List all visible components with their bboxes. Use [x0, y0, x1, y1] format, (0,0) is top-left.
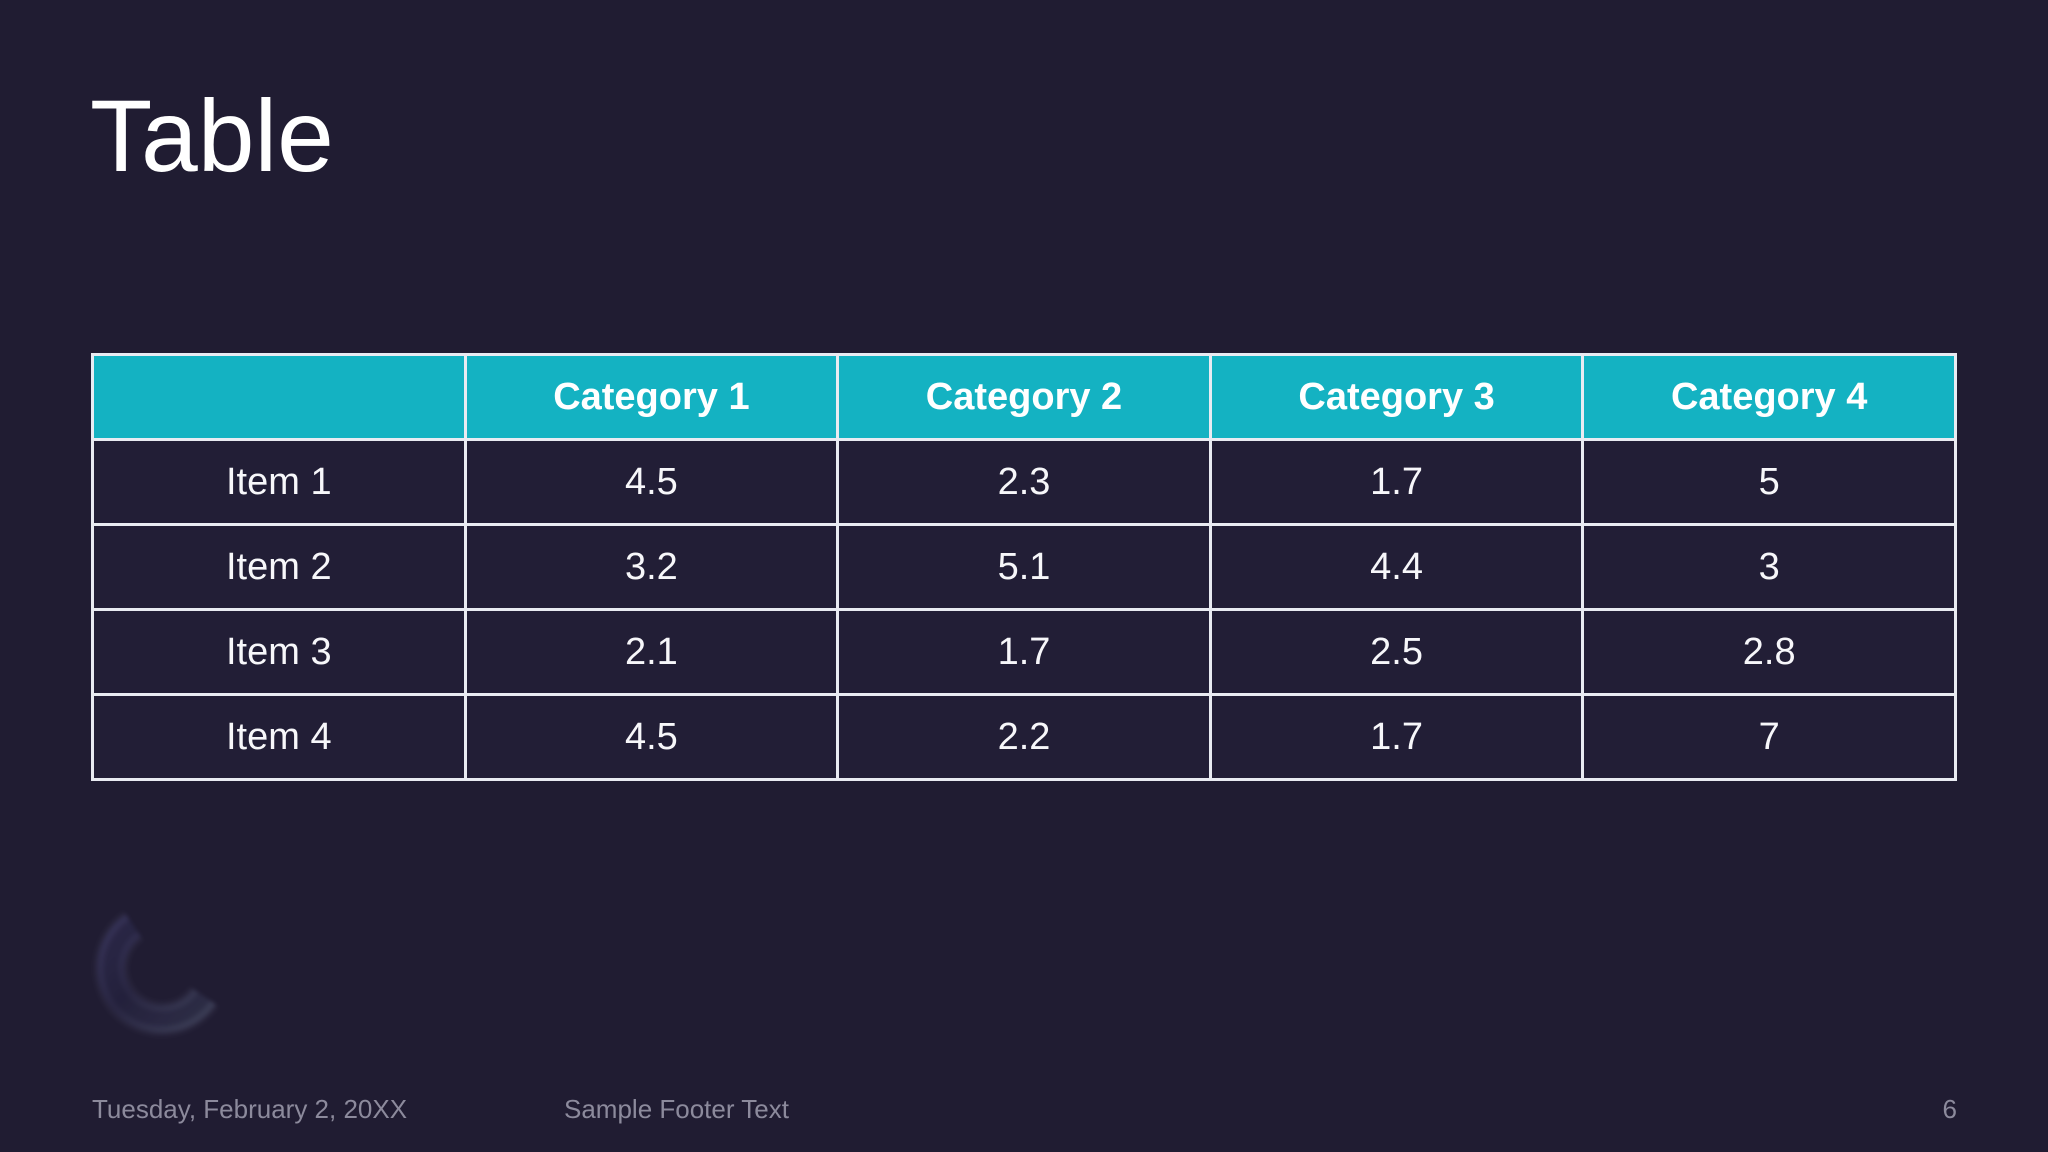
table-cell: 4.5 [463, 438, 840, 526]
page-title: Table [90, 79, 334, 193]
footer-date: Tuesday, February 2, 20XX [92, 1094, 408, 1124]
table-cell: 3.2 [463, 523, 840, 611]
table-row: Item 4 4.5 2.2 1.7 7 [91, 693, 1957, 781]
table-cell: 4.5 [463, 693, 840, 781]
page-number: 6 [1942, 1094, 1957, 1124]
table-cell: 5.1 [836, 523, 1212, 611]
crescent-moon-icon [93, 910, 220, 1037]
column-header-4: Category 4 [1581, 353, 1957, 441]
table-row: Item 3 2.1 1.7 2.5 2.8 [91, 608, 1957, 696]
table-cell: 2.1 [463, 608, 840, 696]
table-cell: 2.2 [836, 693, 1212, 781]
table-cell: 4.4 [1208, 523, 1585, 611]
table-cell: 2.5 [1208, 608, 1585, 696]
table-cell: 5 [1581, 438, 1957, 526]
table-cell: 1.7 [1208, 438, 1585, 526]
table-header-row: Category 1 Category 2 Category 3 Categor… [91, 353, 1957, 441]
footer-text: Sample Footer Text [564, 1094, 789, 1124]
row-label-4: Item 4 [91, 693, 467, 781]
row-label-1: Item 1 [91, 438, 467, 526]
column-header-1: Category 1 [463, 353, 840, 441]
column-header-3: Category 3 [1208, 353, 1585, 441]
table-cell: 1.7 [836, 608, 1212, 696]
table-cell: 3 [1581, 523, 1957, 611]
row-label-3: Item 3 [91, 608, 467, 696]
column-header-2: Category 2 [836, 353, 1212, 441]
table-cell: 7 [1581, 693, 1957, 781]
table-row: Item 2 3.2 5.1 4.4 3 [91, 523, 1957, 611]
table-cell: 2.8 [1581, 608, 1957, 696]
table-cell: 1.7 [1208, 693, 1585, 781]
row-label-2: Item 2 [91, 523, 467, 611]
table-cell: 2.3 [836, 438, 1212, 526]
corner-cell [91, 353, 467, 441]
data-table: Category 1 Category 2 Category 3 Categor… [91, 353, 1957, 781]
table-row: Item 1 4.5 2.3 1.7 5 [91, 438, 1957, 526]
